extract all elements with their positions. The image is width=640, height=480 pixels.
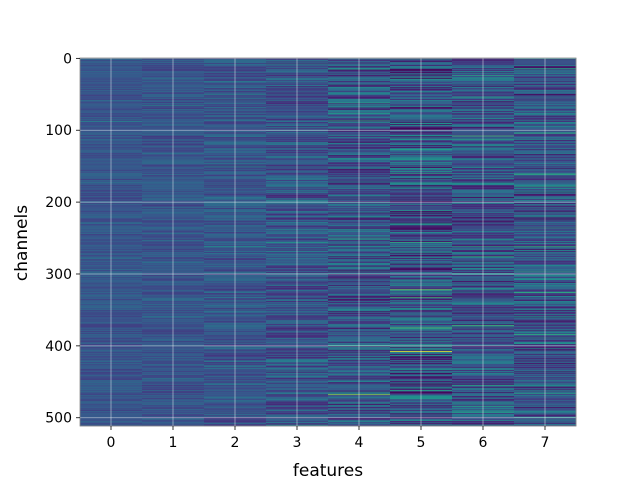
x-tick-label: 6: [479, 435, 488, 451]
x-axis-label: features: [293, 461, 363, 480]
y-tick-label: 300: [45, 267, 72, 283]
x-tick-label: 4: [355, 435, 364, 451]
x-tick-label: 3: [293, 435, 302, 451]
heatmap-cells: [80, 58, 577, 427]
x-axis-ticks: 0 1 2 3 4 5 6 7: [107, 426, 550, 451]
y-tick-label: 400: [45, 339, 72, 355]
x-tick-label: 7: [541, 435, 550, 451]
x-tick-label: 0: [107, 435, 116, 451]
plot-frame: [79, 57, 577, 427]
y-tick-label: 100: [45, 123, 72, 139]
y-axis-label: channels: [12, 205, 32, 281]
y-tick-label: 0: [63, 51, 72, 67]
y-tick-label: 200: [45, 195, 72, 211]
x-tick-label: 1: [169, 435, 178, 451]
y-tick-label: 500: [45, 411, 72, 427]
y-axis-ticks: 0 100 200 300 400 500: [45, 51, 80, 427]
plot-area: [79, 57, 577, 427]
x-tick-label: 2: [231, 435, 240, 451]
x-tick-label: 5: [417, 435, 426, 451]
